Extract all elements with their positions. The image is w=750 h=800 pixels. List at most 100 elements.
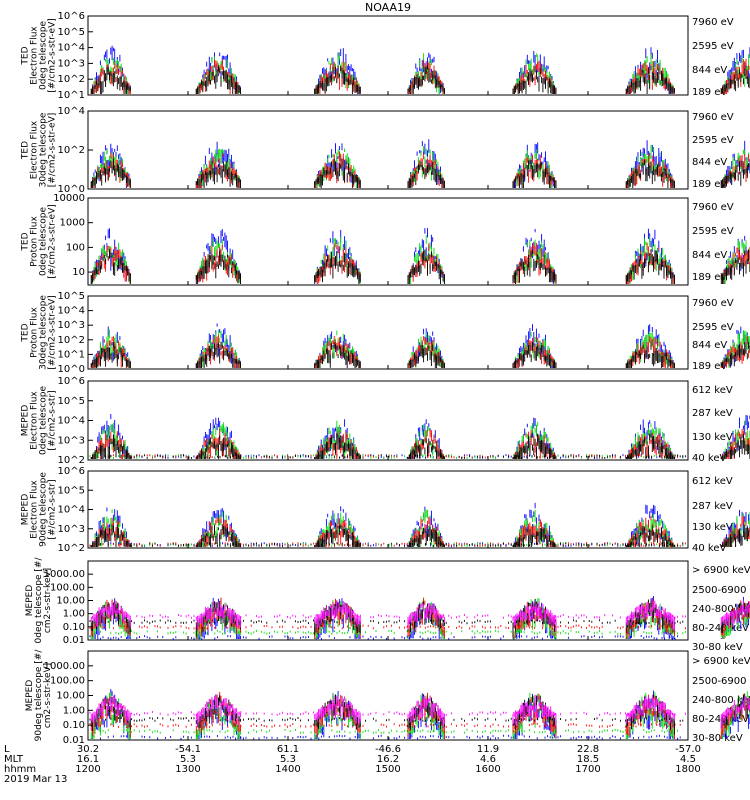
legend-entry: 7960 eV [692, 17, 734, 28]
y-axis-label-line: [#/cm2-s-str-eV] [48, 113, 58, 188]
legend-entry: 2595 eV [692, 41, 734, 52]
chart-title: NOAA19 [365, 1, 411, 14]
series-trace [90, 249, 750, 284]
y-axis-label-line: 0deg telescope [39, 207, 49, 277]
x-tick-label: 1300 [175, 764, 200, 775]
x-tick-label: 1600 [475, 764, 500, 775]
legend-entry: 7960 eV [692, 202, 734, 213]
x-tick-label: 16.2 [377, 754, 399, 765]
y-axis-label-line: 30deg telescope [39, 295, 49, 370]
y-axis-label-line: MEPED [21, 494, 31, 526]
x-tick-label: -46.6 [375, 744, 401, 755]
y-axis-label-line: [#/cm2-s-str-eV] [48, 295, 58, 370]
legend-entry: 189 eV [692, 361, 727, 372]
y-axis-label-line: cm2-s-str-keV] [43, 568, 53, 633]
series-trace [90, 600, 750, 632]
legend-entry: 189 eV [692, 179, 727, 190]
y-tick-label: 10^6 [58, 376, 85, 387]
x-tick-label: 4.6 [480, 754, 496, 765]
panel-8: 0.010.101.0010.00100.001000.00MEPED90deg… [25, 649, 750, 746]
legend-entry: 612 keV [692, 476, 733, 487]
y-tick-label: 10^5 [58, 396, 85, 407]
y-tick-label: 100 [66, 242, 85, 253]
y-tick-label: 1.00 [63, 609, 85, 620]
legend-entry: 189 eV [692, 272, 727, 283]
y-tick-label: 10^3 [58, 58, 85, 69]
y-tick-label: 1000.00 [44, 569, 85, 580]
y-axis-label-line: MEPED [25, 680, 35, 712]
y-axis-label: TEDProton Flux0deg telescope[#/cm2-s-str… [21, 204, 58, 279]
legend-entry: 30-80 keV [692, 642, 743, 653]
x-row-label: MLT [4, 754, 24, 765]
y-tick-label: 10^4 [58, 505, 85, 516]
x-row-label: hhmm [4, 764, 36, 775]
y-tick-label: 10^2 [58, 543, 85, 554]
y-axis-label: TEDElectron Flux0deg telescope[#/cm2-s-s… [21, 18, 58, 93]
y-axis-label-line: [#/cm2-s-str-eV] [48, 204, 58, 279]
y-axis-label-line: 30deg telescope [39, 112, 49, 187]
legend-entry: 2500-6900 [692, 676, 747, 687]
panel-frame [87, 380, 689, 461]
series-traces [89, 502, 750, 548]
legend-entry: 30-80 keV [692, 733, 743, 744]
y-tick-label: 100.00 [50, 676, 85, 687]
legend-entry: 844 eV [692, 250, 727, 261]
y-tick-label: 10^3 [58, 524, 85, 535]
y-tick-label: 10.00 [56, 691, 85, 702]
y-axis-label-line: TED [21, 323, 31, 342]
legend-entry: 844 eV [692, 340, 727, 351]
series-trace [90, 522, 750, 548]
panel-frame [87, 560, 689, 641]
y-tick-label: 10^1 [58, 349, 85, 360]
legend-entry: 80-240 keV [692, 714, 749, 725]
y-tick-label: 10^1 [58, 90, 85, 101]
x-row-label: L [4, 744, 10, 755]
x-tick-label: 22.8 [577, 744, 599, 755]
series-trace [89, 694, 750, 729]
x-tick-label: 1700 [575, 764, 600, 775]
series-traces [89, 689, 750, 740]
x-tick-label: 1200 [75, 764, 100, 775]
y-tick-label: 0.01 [63, 735, 85, 746]
y-axis-label-line: Electron Flux [30, 26, 40, 85]
series-traces [90, 228, 750, 284]
y-tick-label: 10^4 [58, 306, 85, 317]
y-tick-label: 10.00 [56, 596, 85, 607]
legend-entry: 2595 eV [692, 322, 734, 333]
y-tick-label: 10^0 [58, 184, 85, 195]
series-trace [90, 158, 750, 188]
y-axis-label-line: Proton Flux [30, 216, 40, 267]
x-tick-label: 5.3 [280, 754, 296, 765]
y-tick-label: 10^3 [58, 320, 85, 331]
y-axis-label-line: Proton Flux [30, 307, 40, 358]
y-axis-label-line: [#/cm2-s-str] [48, 390, 58, 450]
y-tick-label: 10^2 [58, 145, 85, 156]
y-tick-label: 10^3 [58, 435, 85, 446]
y-axis-label-line: [#/cm2-s-str-eV] [48, 18, 58, 93]
legend-entry: 2595 eV [692, 135, 734, 146]
y-tick-label: 10^4 [58, 416, 85, 427]
y-tick-label: 10^6 [58, 11, 85, 22]
legend-entry: 40 keV [692, 543, 726, 554]
series-trace [90, 65, 750, 94]
y-axis-label-line: cm2-s-str-keV] [43, 663, 53, 728]
y-tick-label: 10^5 [58, 485, 85, 496]
y-tick-label: 10^2 [58, 455, 85, 466]
y-axis-label-line: MEPED [21, 405, 31, 437]
y-axis-label-line: Electron Flux [30, 391, 40, 450]
legend-entry: 189 eV [692, 87, 727, 98]
panel-frame [87, 15, 689, 96]
y-axis-label-line: 0deg telescope [#/ [34, 557, 44, 644]
legend-entry: 130 keV [692, 522, 733, 533]
y-axis-label-line: TED [21, 141, 31, 160]
y-tick-label: 10^2 [58, 335, 85, 346]
x-tick-label: 11.9 [477, 744, 499, 755]
y-tick-label: 1.00 [63, 705, 85, 716]
x-tick-label: 1400 [275, 764, 300, 775]
